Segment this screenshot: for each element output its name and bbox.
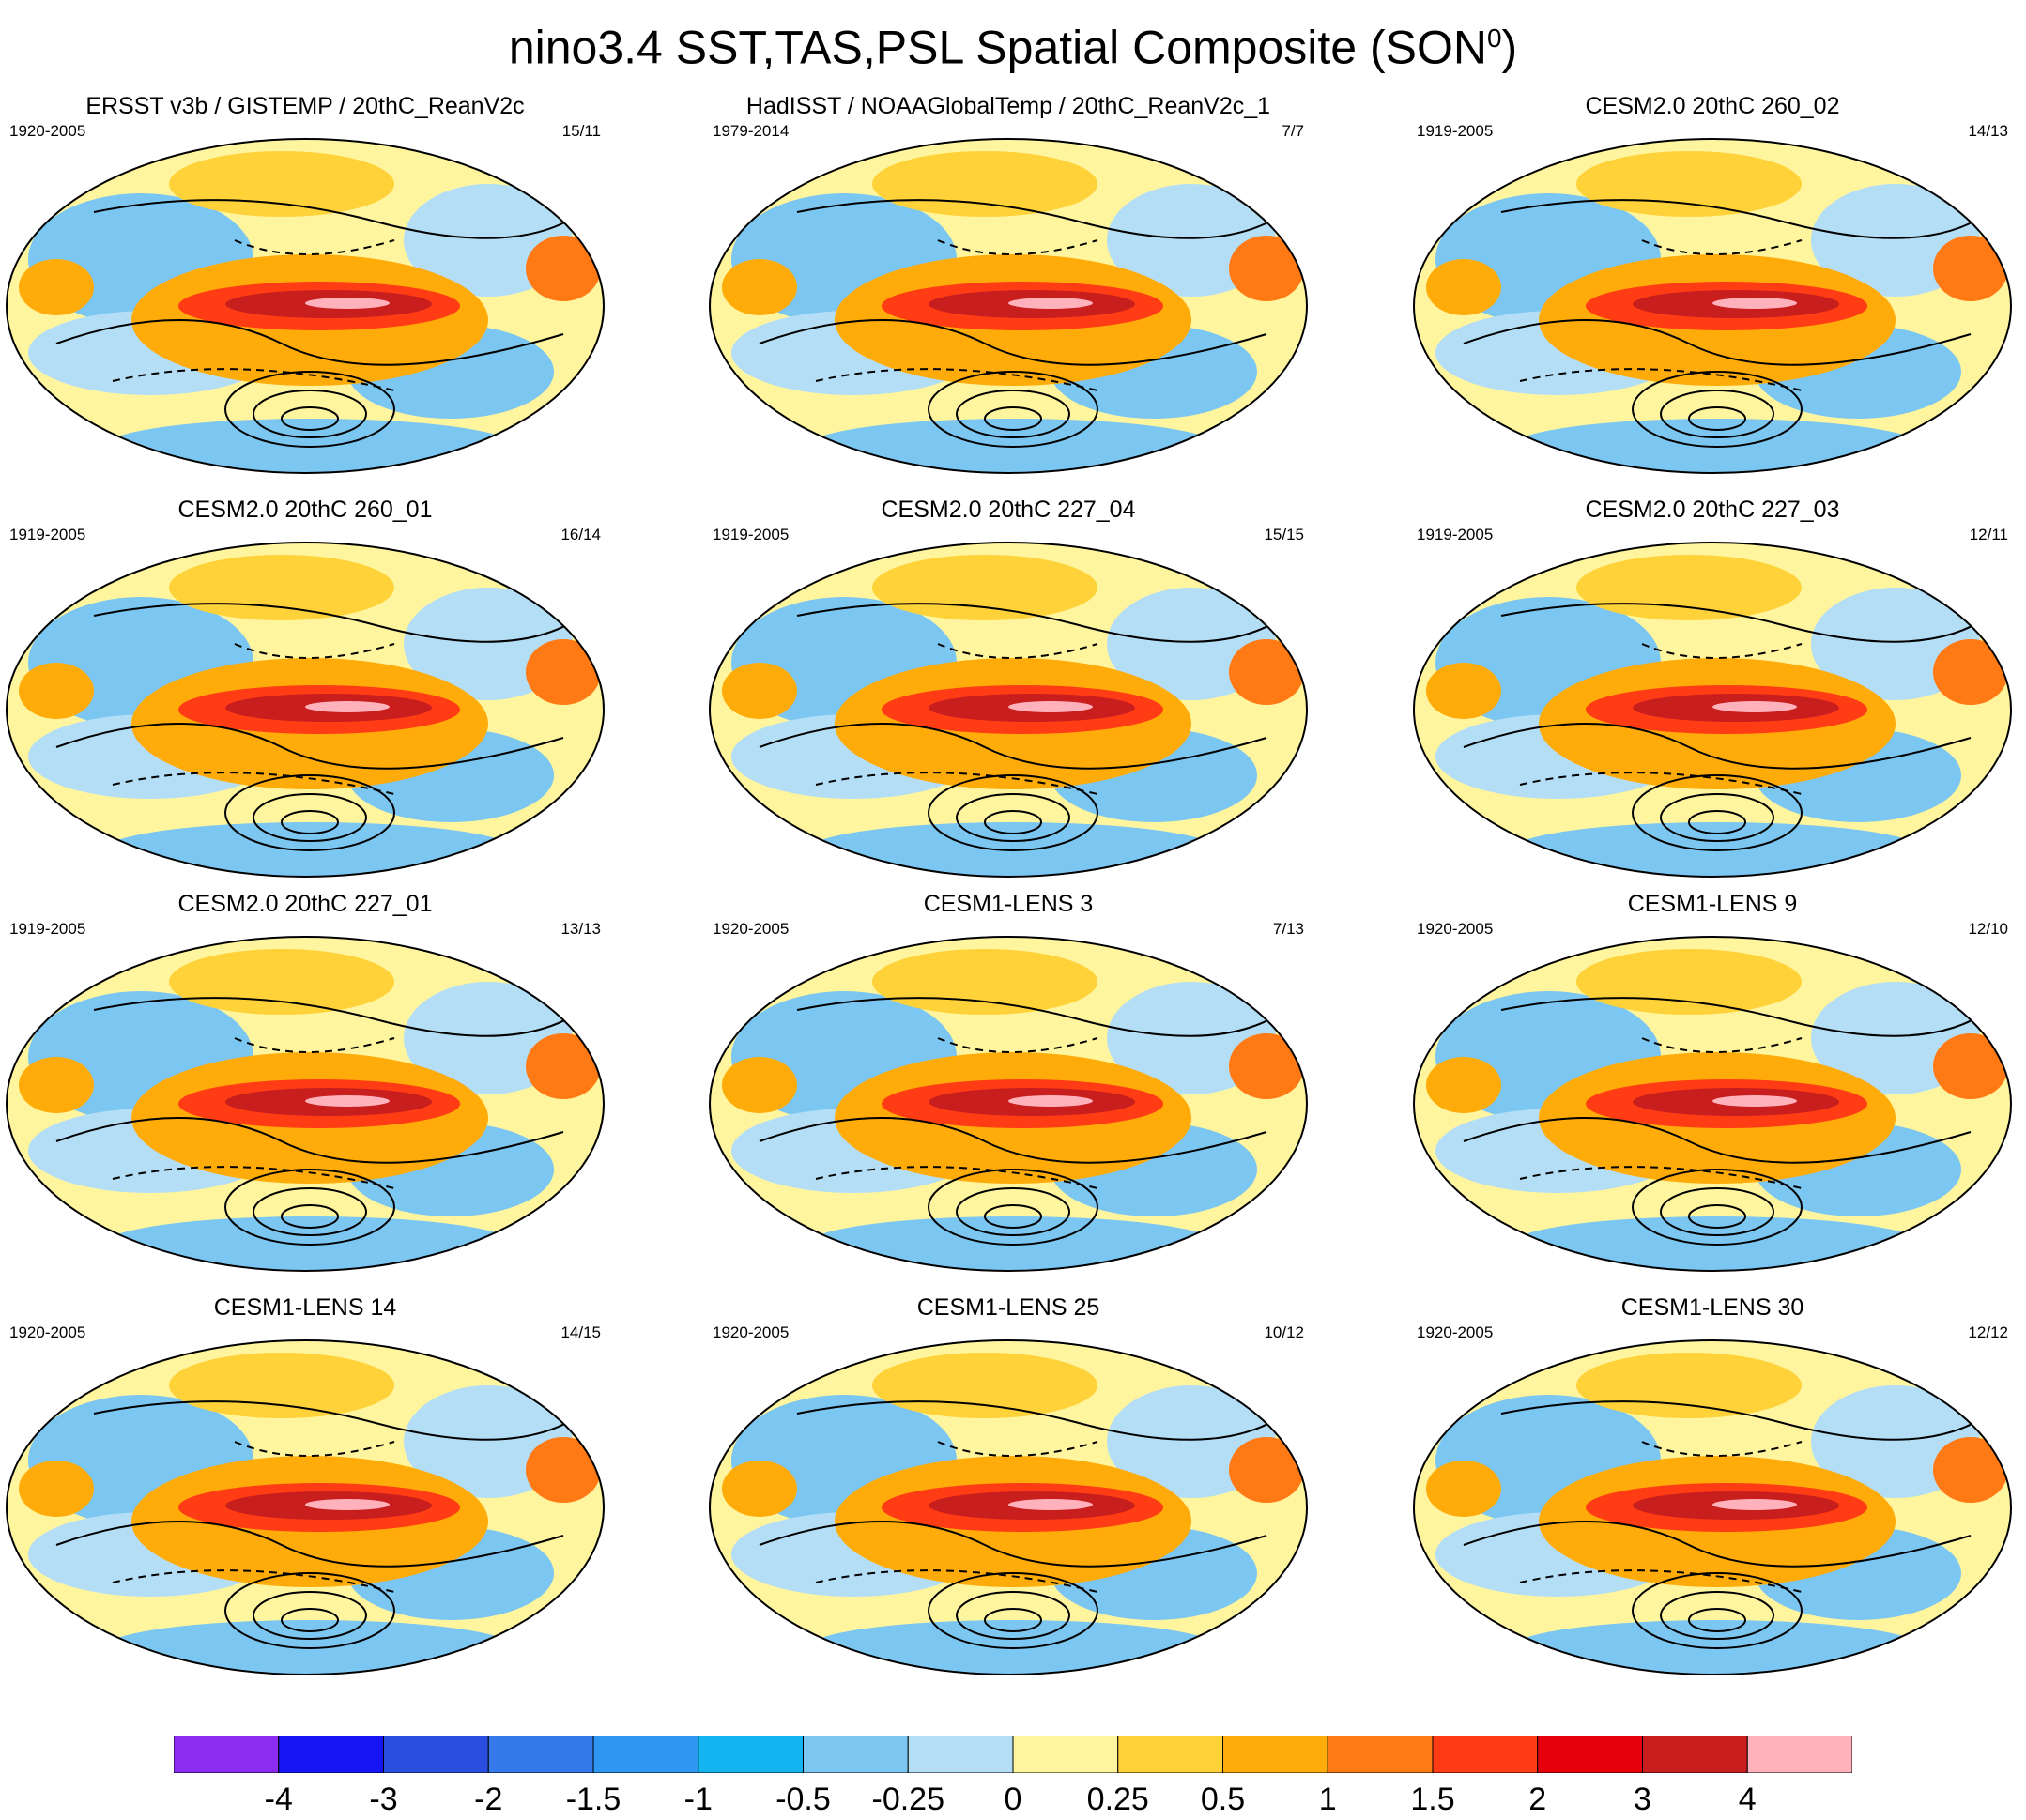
colorbar-segment — [698, 1736, 804, 1773]
colorbar-segment — [1746, 1736, 1852, 1773]
colorbar-segment — [1642, 1736, 1748, 1773]
figure-title: nino3.4 SST,TAS,PSL Spatial Composite (S… — [0, 9, 2026, 77]
colorbar-tick-label: 2 — [1528, 1782, 1547, 1817]
panel-count: 7/7 — [1282, 122, 1304, 140]
global-map-image — [6, 542, 605, 878]
colorbar-tick-label: -0.25 — [871, 1782, 945, 1817]
panel-title: CESM1-LENS 14 — [213, 1294, 397, 1321]
figure-title-close: ) — [1501, 21, 1518, 74]
colorbar-tick-label: -3 — [369, 1782, 398, 1817]
panel-title: CESM1-LENS 30 — [1620, 1294, 1804, 1321]
colorbar-segment — [907, 1736, 1014, 1773]
panel-count: 13/13 — [560, 920, 601, 938]
colorbar-tick-label: 1 — [1318, 1782, 1337, 1817]
panel-count: 7/13 — [1272, 920, 1304, 938]
colorbar-segment — [592, 1736, 699, 1773]
panel-period: 1920-2005 — [1417, 920, 1494, 938]
colorbar-tick-label: 0.5 — [1200, 1782, 1246, 1817]
colorbar-tick-label: 0 — [1004, 1782, 1022, 1817]
map-panel: CESM1-LENS 30 1920-2005 12/12 — [1407, 1293, 2018, 1688]
map-panel: HadISST / NOAAGlobalTemp / 20thC_ReanV2c… — [703, 92, 1313, 486]
panel-title: CESM1-LENS 25 — [916, 1294, 1100, 1321]
colorbar-segment — [1117, 1736, 1223, 1773]
global-map-image — [6, 1339, 605, 1675]
panel-count: 12/11 — [1969, 526, 2008, 543]
panel-title: CESM2.0 20thC 227_03 — [1585, 497, 1840, 523]
figure-title-superscript: 0 — [1486, 23, 1502, 53]
panel-period: 1920-2005 — [713, 1323, 790, 1341]
global-map-image — [709, 936, 1308, 1272]
colorbar-tick-label: 3 — [1634, 1782, 1651, 1817]
panel-title: CESM1-LENS 9 — [1627, 891, 1798, 917]
global-map-image — [709, 138, 1308, 474]
colorbar-segment — [174, 1736, 280, 1773]
panel-period: 1979-2014 — [713, 122, 790, 140]
global-map-image — [1413, 936, 2012, 1272]
panel-period: 1920-2005 — [713, 920, 790, 938]
figure-title-text: nino3.4 SST,TAS,PSL Spatial Composite (S… — [508, 21, 1487, 74]
panel-count: 16/14 — [560, 526, 601, 543]
colorbar-segment — [1327, 1736, 1434, 1773]
panel-period: 1920-2005 — [9, 1323, 86, 1341]
colorbar-segment — [383, 1736, 489, 1773]
map-panel: CESM2.0 20thC 227_01 1919-2005 13/13 — [0, 890, 610, 1284]
panel-title: ERSST v3b / GISTEMP / 20thC_ReanV2c — [85, 93, 525, 119]
colorbar-tick-label: -0.5 — [775, 1782, 831, 1817]
colorbar-tick-label: -1.5 — [565, 1782, 622, 1817]
map-panel: CESM1-LENS 14 1920-2005 14/15 — [0, 1293, 610, 1688]
panel-period: 1920-2005 — [9, 122, 86, 140]
map-panel: CESM2.0 20thC 227_03 1919-2005 12/11 — [1407, 496, 2018, 890]
map-panel: ERSST v3b / GISTEMP / 20thC_ReanV2c 1920-… — [0, 92, 610, 486]
map-panel: CESM2.0 20thC 260_01 1919-2005 16/14 — [0, 496, 610, 890]
panel-period: 1919-2005 — [1417, 122, 1494, 140]
panel-title: CESM2.0 20thC 227_04 — [881, 497, 1136, 523]
map-panel: CESM1-LENS 25 1920-2005 10/12 — [703, 1293, 1313, 1688]
panel-count: 12/12 — [1968, 1323, 2008, 1341]
global-map-image — [709, 542, 1308, 878]
panel-count: 12/10 — [1968, 920, 2008, 938]
panel-period: 1919-2005 — [1417, 526, 1494, 543]
colorbar-tick-label: 0.25 — [1086, 1782, 1149, 1817]
global-map-image — [1413, 138, 2012, 474]
colorbar-segment — [1222, 1736, 1328, 1773]
panel-period: 1919-2005 — [9, 920, 86, 938]
panel-title: CESM2.0 20thC 260_01 — [177, 497, 433, 523]
global-map-image — [1413, 542, 2012, 878]
panel-title: HadISST / NOAAGlobalTemp / 20thC_ReanV2c… — [745, 93, 1271, 119]
panel-period: 1919-2005 — [713, 526, 790, 543]
colorbar-segment — [1537, 1736, 1643, 1773]
global-map-image — [6, 138, 605, 474]
colorbar-segment — [278, 1736, 384, 1773]
colorbar-segment — [1012, 1736, 1119, 1773]
map-panel: CESM2.0 20thC 227_04 1919-2005 15/15 — [703, 496, 1313, 890]
panel-count: 10/12 — [1264, 1323, 1304, 1341]
colorbar-segment — [487, 1736, 594, 1773]
global-map-image — [1413, 1339, 2012, 1675]
colorbar-tick-label: 4 — [1738, 1782, 1757, 1817]
panel-count: 14/13 — [1968, 122, 2008, 140]
map-panel: CESM2.0 20thC 260_02 1919-2005 14/13 — [1407, 92, 2018, 486]
panel-count: 14/15 — [560, 1323, 601, 1341]
colorbar — [174, 1736, 1852, 1773]
map-panel: CESM1-LENS 3 1920-2005 7/13 — [703, 890, 1313, 1284]
colorbar-tick-label: -4 — [264, 1782, 293, 1817]
colorbar-tick-label: -1 — [683, 1782, 713, 1817]
panel-period: 1920-2005 — [1417, 1323, 1494, 1341]
panel-count: 15/15 — [1264, 526, 1304, 543]
panel-title: CESM2.0 20thC 260_02 — [1585, 93, 1840, 119]
panel-title: CESM2.0 20thC 227_01 — [177, 891, 433, 917]
panel-count: 15/11 — [561, 122, 601, 140]
colorbar-segment — [803, 1736, 909, 1773]
colorbar-segment — [1432, 1736, 1539, 1773]
panel-title: CESM1-LENS 3 — [923, 891, 1094, 917]
panel-period: 1919-2005 — [9, 526, 86, 543]
map-panel: CESM1-LENS 9 1920-2005 12/10 — [1407, 890, 2018, 1284]
colorbar-tick-label: 1.5 — [1410, 1782, 1455, 1817]
global-map-image — [709, 1339, 1308, 1675]
colorbar-tick-label: -2 — [474, 1782, 503, 1817]
global-map-image — [6, 936, 605, 1272]
